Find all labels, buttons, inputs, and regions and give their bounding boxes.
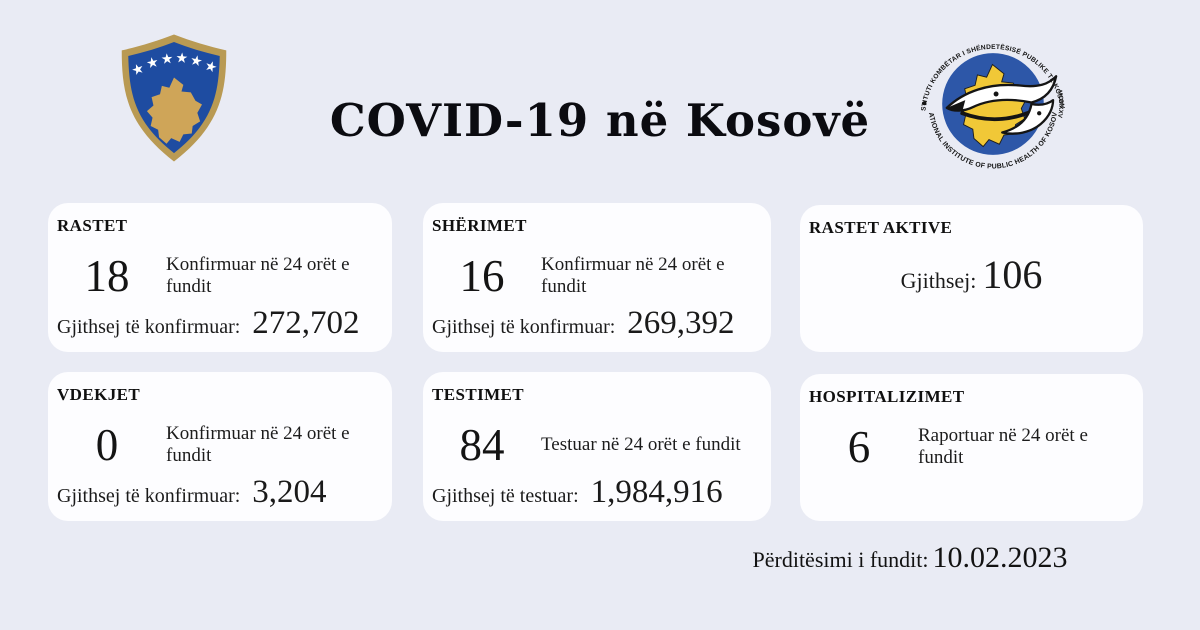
card-recoveries-daily-row: 16 Konfirmuar në 24 orët e fundit [423, 249, 765, 303]
card-active-cases: RASTET AKTIVE Gjithsej: 106 [800, 205, 1143, 352]
card-active-cases-total-row: Gjithsej: 106 [800, 255, 1143, 295]
svg-text:★: ★ [175, 50, 189, 67]
card-cases-daily-row: 18 Konfirmuar në 24 orët e fundit [48, 249, 386, 303]
total-label: Gjithsej të testuar: [432, 485, 579, 507]
card-tests-daily-row: 84 Testuar në 24 orët e fundit [423, 418, 765, 472]
kosovo-coat-of-arms-icon: ★ ★ ★ ★ ★ ★ [121, 34, 227, 162]
daily-description: Konfirmuar në 24 orët e fundit [166, 423, 350, 466]
total-value: 1,984,916 [590, 474, 723, 510]
last-update-label: Përditësimi i fundit: [752, 547, 929, 572]
last-update: Përditësimi i fundit: 10.02.2023 [700, 541, 1120, 575]
total-label: Gjithsej: [900, 268, 977, 293]
card-tests: TESTIMET 84 Testuar në 24 orët e fundit … [423, 372, 771, 521]
logo-separator-dot [922, 101, 927, 106]
daily-description: Konfirmuar në 24 orët e fundit [166, 254, 350, 297]
card-cases-title: RASTET [57, 216, 128, 235]
daily-description: Testuar në 24 orët e fundit [541, 434, 741, 455]
daily-count: 84 [459, 419, 505, 470]
total-value: 272,702 [252, 305, 360, 341]
svg-text:★: ★ [145, 54, 161, 72]
svg-text:★: ★ [129, 60, 146, 79]
card-deaths-total-row: Gjithsej të konfirmuar: 3,204 [57, 476, 386, 509]
shield-stars: ★ ★ ★ ★ ★ ★ [129, 50, 219, 80]
svg-text:★: ★ [188, 52, 204, 70]
card-recoveries: SHËRIMET 16 Konfirmuar në 24 orët e fund… [423, 203, 771, 352]
total-value: 106 [982, 252, 1043, 297]
card-cases-total-row: Gjithsej të konfirmuar: 272,702 [57, 307, 386, 340]
card-tests-total-row: Gjithsej të testuar: 1,984,916 [432, 476, 765, 509]
daily-count: 18 [84, 250, 130, 301]
logo-year-text: MCMXXV [1056, 90, 1065, 119]
total-value: 3,204 [252, 474, 327, 510]
card-recoveries-title: SHËRIMET [432, 216, 527, 235]
logo-eagle [945, 75, 1058, 135]
card-active-cases-title: RASTET AKTIVE [809, 218, 953, 237]
total-label: Gjithsej të konfirmuar: [432, 316, 616, 338]
daily-count: 16 [459, 250, 505, 301]
card-cases: RASTET 18 Konfirmuar në 24 orët e fundit… [48, 203, 392, 352]
card-hospitalizations-daily-row: 6 Raportuar në 24 orët e fundit [800, 420, 1137, 474]
last-update-date: 10.02.2023 [932, 541, 1068, 574]
niph-logo-icon: INSTITUTI KOMBËTAR I SHËNDETËSISË PUBLIK… [916, 27, 1065, 171]
page-title: COVID-19 në Kosovë [329, 94, 871, 148]
daily-count: 6 [847, 421, 871, 472]
card-tests-title: TESTIMET [432, 385, 525, 404]
total-value: 269,392 [627, 305, 735, 341]
card-hospitalizations-title: HOSPITALIZIMET [809, 387, 965, 406]
card-deaths-title: VDEKJET [57, 385, 141, 404]
total-label: Gjithsej të konfirmuar: [57, 485, 241, 507]
card-deaths: VDEKJET 0 Konfirmuar në 24 orët e fundit… [48, 372, 392, 521]
card-hospitalizations: HOSPITALIZIMET 6 Raportuar në 24 orët e … [800, 374, 1143, 521]
svg-text:★: ★ [202, 58, 219, 77]
svg-text:★: ★ [160, 51, 174, 68]
total-label: Gjithsej të konfirmuar: [57, 316, 241, 338]
card-deaths-daily-row: 0 Konfirmuar në 24 orët e fundit [48, 418, 386, 472]
daily-description: Konfirmuar në 24 orët e fundit [541, 254, 725, 297]
daily-description: Raportuar në 24 orët e fundit [918, 425, 1088, 468]
daily-count: 0 [95, 419, 119, 470]
svg-text:MCMXXV: MCMXXV [1056, 90, 1065, 119]
card-recoveries-total-row: Gjithsej të konfirmuar: 269,392 [432, 307, 765, 340]
kosovo-map-shape [146, 77, 202, 144]
